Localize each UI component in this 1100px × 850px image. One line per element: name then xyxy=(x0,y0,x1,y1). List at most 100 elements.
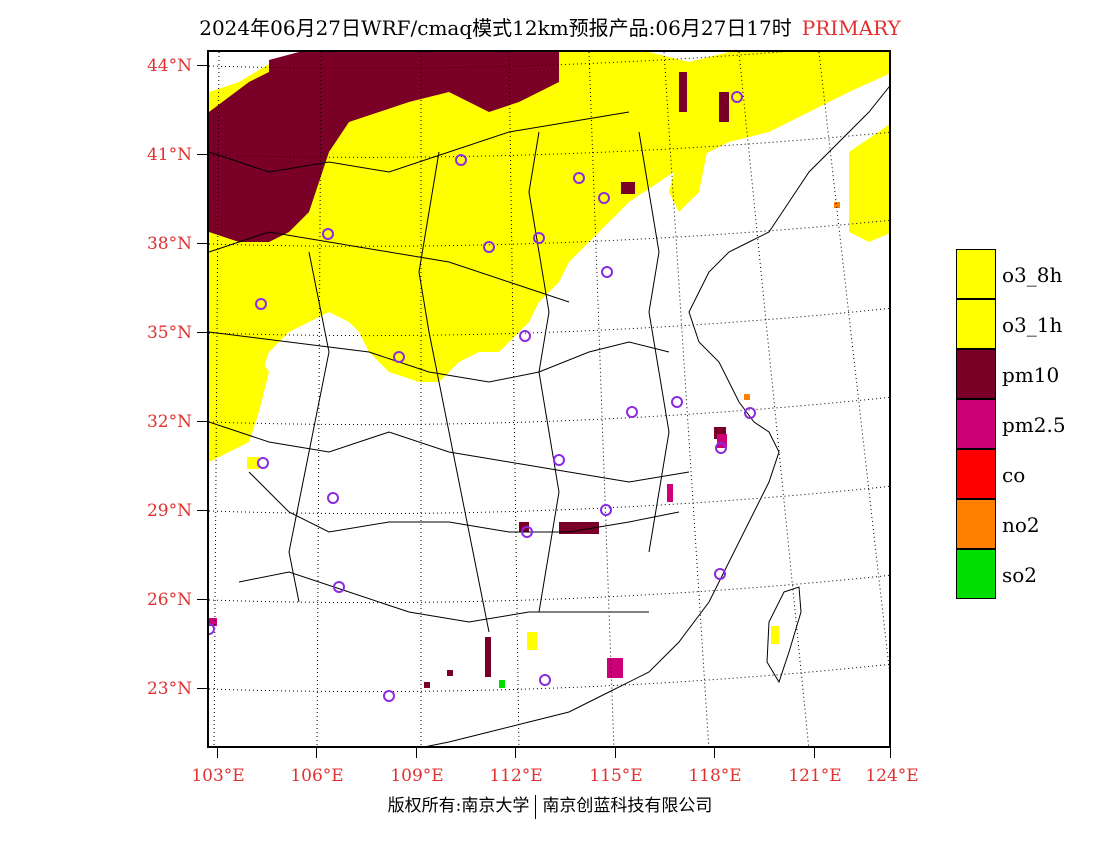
legend-label: co xyxy=(1002,463,1026,487)
lat-label: 26°N xyxy=(146,590,192,610)
lat-label: 41°N xyxy=(146,145,192,165)
graticule xyxy=(209,52,889,746)
no2-region-layer xyxy=(744,202,840,400)
station-marker xyxy=(553,454,565,466)
lat-tick xyxy=(197,154,207,155)
lon-line-118 xyxy=(663,52,710,746)
lon-line-121 xyxy=(738,52,810,746)
station-marker xyxy=(383,690,395,702)
boundary-lines xyxy=(209,86,889,746)
lon-line-103 xyxy=(213,52,220,746)
lat-line-44 xyxy=(209,52,787,69)
lat-tick xyxy=(197,243,207,244)
station-marker xyxy=(744,407,756,419)
lon-tick xyxy=(615,748,616,758)
province-line-5 xyxy=(238,571,649,623)
station-marker xyxy=(601,266,613,278)
province-line-4 xyxy=(248,471,680,533)
pm10-spot-7 xyxy=(485,637,491,677)
o3-small-patch-2 xyxy=(771,626,779,644)
province-line-7 xyxy=(528,131,560,613)
pm10-spot-6 xyxy=(621,182,635,194)
pm10-spot-3 xyxy=(559,522,599,534)
station-marker xyxy=(600,504,612,516)
legend-swatch xyxy=(956,549,996,599)
province-line-3 xyxy=(209,421,690,483)
pm25-spot-3 xyxy=(667,484,673,502)
station-layer xyxy=(209,91,756,702)
lon-line-115 xyxy=(588,52,615,746)
o3-west-strip xyxy=(209,342,269,462)
legend-swatch xyxy=(956,399,996,449)
lon-tick xyxy=(890,748,891,758)
station-marker xyxy=(322,228,334,240)
lat-line-26 xyxy=(209,574,889,604)
pm25-spot-4 xyxy=(209,618,217,626)
lat-line-35 xyxy=(209,307,889,337)
pm25-spot-2 xyxy=(717,434,727,448)
province-line-10 xyxy=(209,111,630,173)
lon-tick xyxy=(316,748,317,758)
station-marker xyxy=(455,154,467,166)
station-marker xyxy=(626,406,638,418)
copyright-notice: 版权所有:南京大学 南京创蓝科技有限公司 xyxy=(0,791,1100,819)
lat-label: 35°N xyxy=(146,323,192,343)
province-line-2 xyxy=(209,331,670,383)
pm25-region-layer xyxy=(209,434,727,678)
province-line-9 xyxy=(638,131,670,553)
legend-label: o3_8h xyxy=(1002,263,1063,287)
station-marker xyxy=(257,457,269,469)
legend-label: so2 xyxy=(1002,563,1038,587)
station-marker xyxy=(519,330,531,342)
station-marker xyxy=(731,91,743,103)
lat-line-32 xyxy=(209,396,889,426)
lon-tick xyxy=(714,748,715,758)
lat-tick xyxy=(197,599,207,600)
province-line-8 xyxy=(288,251,330,603)
legend-label: o3_1h xyxy=(1002,313,1063,337)
station-marker xyxy=(715,442,727,454)
o3-north-region xyxy=(209,52,889,462)
lon-label: 118°E xyxy=(688,766,742,786)
lon-line-106 xyxy=(316,52,322,746)
lon-tick xyxy=(814,748,815,758)
station-marker xyxy=(598,192,610,204)
pm25-spot-1 xyxy=(607,658,623,678)
lon-label: 115°E xyxy=(589,766,643,786)
province-line-1 xyxy=(209,231,570,303)
lat-label: 38°N xyxy=(146,234,192,254)
pm10-spot-2 xyxy=(719,92,729,122)
lat-tick xyxy=(197,65,207,66)
station-marker xyxy=(483,241,495,253)
lat-label: 32°N xyxy=(146,412,192,432)
o3-small-patch-3 xyxy=(247,457,259,469)
so2-spot xyxy=(499,680,505,688)
no2-spot-1 xyxy=(834,202,840,208)
coastline xyxy=(426,86,889,746)
map-canvas xyxy=(209,52,889,746)
lon-tick xyxy=(217,748,218,758)
pm10-spot-8 xyxy=(447,670,453,676)
lat-tick xyxy=(197,688,207,689)
lon-label: 103°E xyxy=(191,766,245,786)
map-title: 2024年06月27日WRF/cmaq模式12km预报产品:06月27日17时 P… xyxy=(0,12,1100,41)
province-line-6 xyxy=(418,151,490,633)
copyright-divider xyxy=(535,794,537,819)
station-marker xyxy=(209,623,215,635)
pm10-spot-1 xyxy=(679,72,687,112)
legend-swatch xyxy=(956,449,996,499)
copyright-left: 版权所有:南京大学 xyxy=(387,796,530,816)
lat-tick xyxy=(197,332,207,333)
station-marker xyxy=(714,568,726,580)
pm10-spot-9 xyxy=(424,682,430,688)
legend-label: pm10 xyxy=(1002,363,1060,387)
station-marker xyxy=(393,351,405,363)
lon-tick xyxy=(416,748,417,758)
station-marker xyxy=(521,526,533,538)
o3-east-patch xyxy=(669,142,709,212)
legend-label: no2 xyxy=(1002,513,1040,537)
lat-label: 23°N xyxy=(146,679,192,699)
lat-tick xyxy=(197,510,207,511)
legend-label: pm2.5 xyxy=(1002,413,1066,437)
o3-region-layer xyxy=(209,52,889,650)
